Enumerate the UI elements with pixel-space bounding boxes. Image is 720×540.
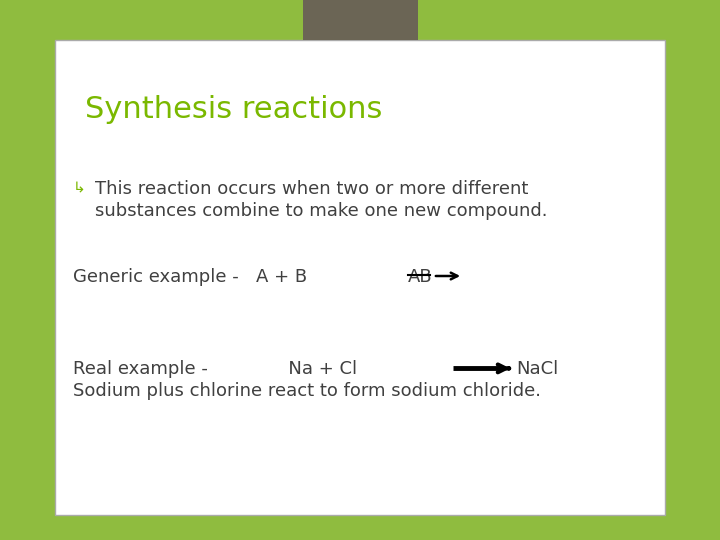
Bar xyxy=(55,40,665,515)
Text: Real example -              Na + Cl: Real example - Na + Cl xyxy=(73,360,357,379)
Text: substances combine to make one new compound.: substances combine to make one new compo… xyxy=(95,202,547,220)
Text: This reaction occurs when two or more different: This reaction occurs when two or more di… xyxy=(95,180,528,198)
Text: Synthesis reactions: Synthesis reactions xyxy=(85,95,382,124)
Text: AB: AB xyxy=(408,268,433,286)
Bar xyxy=(302,0,418,40)
Text: NaCl: NaCl xyxy=(516,360,558,379)
Text: Generic example -   A + B: Generic example - A + B xyxy=(73,268,307,286)
Text: ↳: ↳ xyxy=(73,180,86,195)
Text: Sodium plus chlorine react to form sodium chloride.: Sodium plus chlorine react to form sodiu… xyxy=(73,382,541,400)
